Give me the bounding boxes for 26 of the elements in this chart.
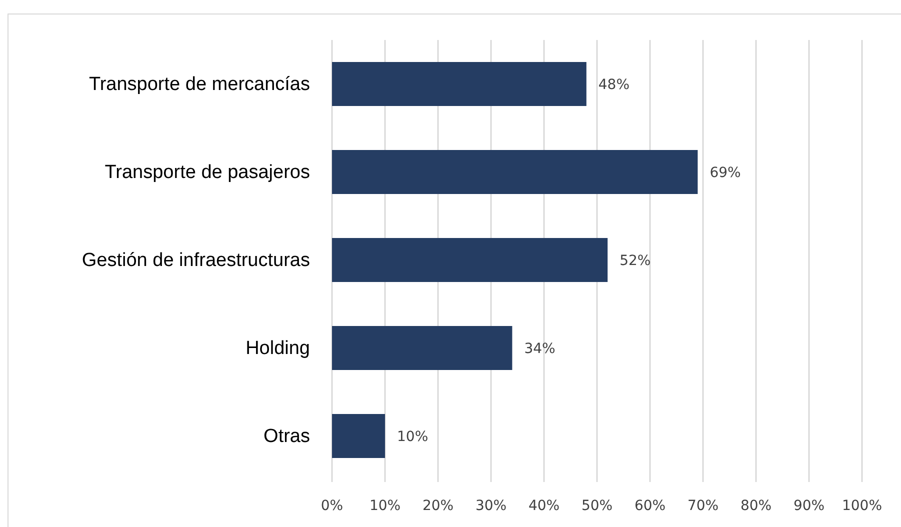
bar [332, 414, 385, 458]
y-tick-label: Transporte de mercancías [88, 74, 310, 96]
y-tick-label: Gestión de infraestructuras [82, 250, 310, 272]
x-tick-label: 10% [369, 498, 401, 514]
data-label: 10% [397, 428, 428, 445]
data-label: 34% [524, 340, 556, 357]
bar [332, 326, 512, 370]
y-tick-label: Holding [246, 338, 310, 360]
x-tick-label: 20% [422, 498, 454, 514]
bar [332, 62, 586, 106]
y-tick-label: Transporte de pasajeros [104, 162, 310, 184]
x-tick-label: 40% [528, 498, 560, 514]
x-tick-label: 70% [687, 498, 719, 514]
bar [332, 150, 698, 194]
x-tick-label: 60% [634, 498, 666, 514]
x-tick-label: 100% [842, 498, 882, 514]
bar [332, 238, 608, 282]
data-label: 69% [710, 164, 741, 181]
y-tick-label: Otras [264, 426, 310, 448]
x-tick-label: 90% [793, 498, 825, 514]
x-tick-label: 50% [581, 498, 613, 514]
x-tick-label: 30% [475, 498, 507, 514]
data-label: 48% [598, 76, 630, 93]
data-label: 52% [620, 252, 651, 269]
x-tick-label: 80% [740, 498, 772, 514]
x-tick-label: 0% [320, 498, 344, 514]
